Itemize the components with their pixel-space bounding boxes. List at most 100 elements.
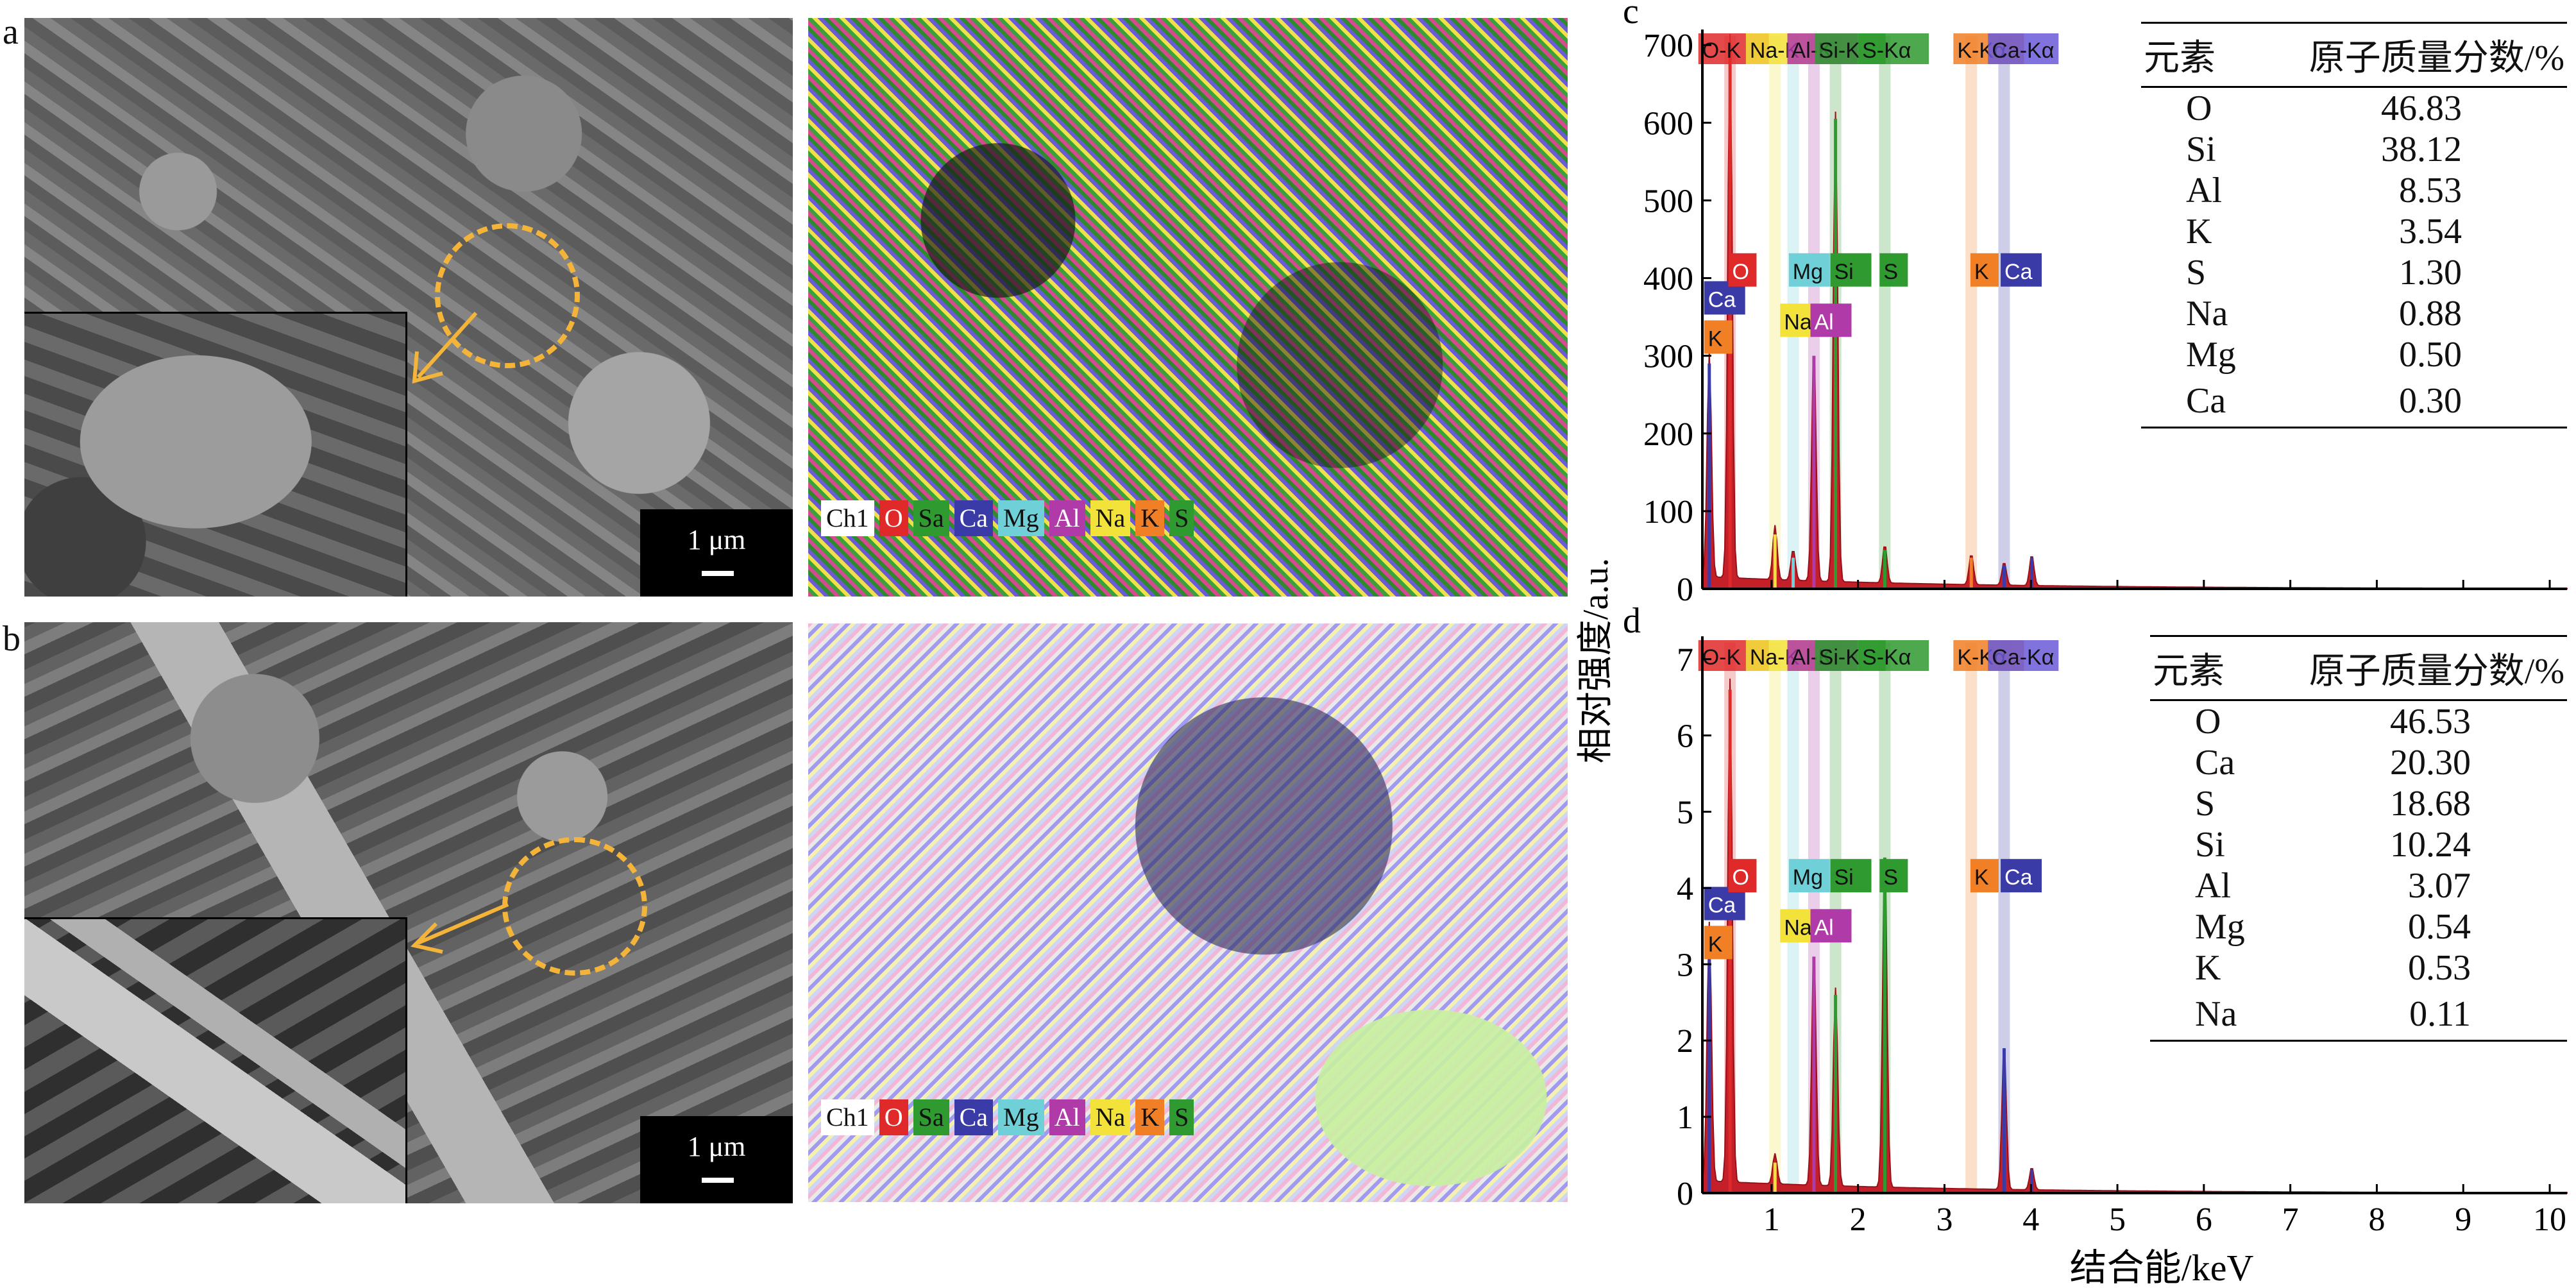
- y-axis-label: 相对强度/a.u.: [1576, 558, 1616, 763]
- table-row: Al 8.53: [2141, 170, 2567, 211]
- mid-label-bg: [1810, 303, 1852, 337]
- top-peak-label: O-K: [1702, 645, 1741, 670]
- y-tick-label: 0: [1677, 1176, 1693, 1212]
- mid-label-bg: [1788, 253, 1830, 287]
- sem-image-b: 1 μm: [24, 622, 793, 1203]
- element-band: [1965, 36, 1978, 589]
- top-peak-label: S-Kα: [1862, 645, 1911, 670]
- legend-item-al: Al: [1049, 500, 1085, 536]
- panel-label-c: c: [1623, 0, 1639, 31]
- legend-item-k: K: [1135, 1099, 1165, 1135]
- element-band: [1769, 643, 1781, 1193]
- y-tick-label: 1: [1677, 1099, 1693, 1136]
- element-band: [1965, 643, 1978, 1193]
- element-band: [1769, 36, 1781, 589]
- table-header-cell: 原子质量分数/%: [2309, 652, 2564, 691]
- element-band: [1998, 643, 2010, 1193]
- top-peak-label: Ca-Kα: [1992, 645, 2054, 670]
- y-tick-label: 4: [1677, 870, 1693, 907]
- scale-box-b: 1 μm: [640, 1116, 793, 1203]
- legend-item-ca: Ca: [954, 500, 994, 536]
- highlight-circle-a: [435, 223, 580, 368]
- legend-item-o: O: [879, 1099, 908, 1135]
- sem-inset-b: [24, 917, 407, 1203]
- value-cell: 46.83: [2381, 89, 2462, 128]
- legend-item-ch1: Ch1: [821, 1099, 874, 1135]
- mid-label-bg: [1728, 253, 1757, 287]
- top-peak-label: Si-K: [1819, 645, 1861, 670]
- scale-bar-b: [702, 1178, 734, 1183]
- y-tick-label: 700: [1643, 28, 1693, 64]
- value-cell: 20.30: [2390, 743, 2471, 783]
- element-cell: Na: [2195, 994, 2237, 1034]
- y-tick-label: 7: [1677, 642, 1693, 679]
- table-row: Si 38.12: [2141, 129, 2567, 170]
- x-tick-label: 6: [2196, 1201, 2212, 1238]
- element-cell: K: [2186, 212, 2212, 251]
- element-cell: Ca: [2186, 381, 2226, 421]
- eds-legend-b: Ch1 O Sa Ca Mg Al Na K S: [821, 1099, 1194, 1135]
- peak-element-label: Ca: [2004, 260, 2033, 284]
- legend-item-ch1: Ch1: [821, 500, 874, 536]
- table-row: Mg 0.50: [2141, 334, 2567, 375]
- element-cell: Mg: [2195, 907, 2245, 947]
- element-cell: K: [2195, 948, 2221, 988]
- mid-label-bg: [1830, 253, 1872, 287]
- mid-label-bg: [1704, 281, 1745, 315]
- y-tick-label: 300: [1643, 339, 1693, 375]
- element-band: [1879, 36, 1891, 589]
- peak-element-label: Na: [1784, 310, 1812, 334]
- peak-element-label: S: [1883, 865, 1898, 890]
- element-cell: Mg: [2186, 335, 2236, 375]
- peak-element-label: Mg: [1793, 260, 1823, 284]
- peak-element-label: Ca: [1708, 287, 1736, 312]
- element-cell: S: [2186, 253, 2207, 292]
- peak-element-label: K: [1974, 865, 1989, 890]
- mid-label-bg: [1879, 859, 1908, 893]
- element-cell: Si: [2186, 130, 2216, 169]
- mid-label-bg: [1728, 859, 1757, 893]
- top-peak-label: O-K: [1702, 38, 1741, 63]
- mid-label-bg: [1810, 909, 1852, 943]
- value-cell: 1.30: [2399, 253, 2462, 292]
- peak-element-label: Mg: [1793, 865, 1823, 890]
- value-cell: 38.12: [2381, 130, 2462, 169]
- peak-element-label: Ca: [2004, 865, 2033, 890]
- composition-table-d: 元素 原子质量分数/% O 46.53 Ca 20.30 S 18.68 Si 10.24 Al 3.…: [2150, 635, 2567, 1042]
- value-cell: 0.50: [2399, 335, 2462, 375]
- eds-map-b: Ch1 O Sa Ca Mg Al Na K S: [808, 623, 1568, 1202]
- panel-label-d: d: [1623, 601, 1641, 641]
- value-cell: 0.53: [2408, 948, 2471, 988]
- table-row: S 18.68: [2150, 783, 2567, 824]
- peak-element-label: Al: [1815, 310, 1834, 334]
- element-cell: Si: [2195, 825, 2225, 865]
- table-row: Na 0.11: [2150, 988, 2567, 1042]
- y-tick-label: 2: [1677, 1023, 1693, 1060]
- peak-element-label: K: [1708, 326, 1723, 351]
- element-cell: O: [2186, 89, 2212, 128]
- peak-element-label: K: [1708, 932, 1723, 956]
- x-tick-label: 10: [2533, 1201, 2566, 1238]
- peak-element-label: O: [1732, 260, 1749, 284]
- legend-item-sa: Sa: [913, 1099, 949, 1135]
- peak-element-label: Si: [1835, 865, 1854, 890]
- legend-item-na: Na: [1090, 1099, 1131, 1135]
- x-tick-label: 9: [2455, 1201, 2471, 1238]
- element-band: [1998, 36, 2010, 589]
- y-tick-label: 5: [1677, 794, 1693, 831]
- scale-label-b: 1 μm: [687, 1131, 746, 1162]
- y-tick-label: 500: [1643, 183, 1693, 219]
- y-tick-label: 200: [1643, 416, 1693, 453]
- x-tick-label: 2: [1850, 1201, 1867, 1238]
- value-cell: 8.53: [2399, 171, 2462, 210]
- top-peak-label: S-Kα: [1862, 38, 1911, 63]
- scale-box-a: 1 μm: [640, 509, 793, 597]
- y-tick-label: 3: [1677, 947, 1693, 983]
- table-header-cell: 元素: [2144, 38, 2216, 78]
- peak-element-label: K: [1974, 260, 1989, 284]
- top-peak-label: Ca-Kα: [1992, 38, 2054, 63]
- peak-element-label: Si: [1835, 260, 1854, 284]
- x-tick-label: 3: [1936, 1201, 1953, 1238]
- element-cell: Al: [2195, 866, 2231, 906]
